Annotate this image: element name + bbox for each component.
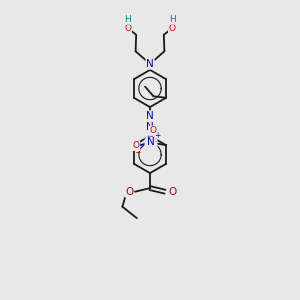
Text: H: H <box>124 15 130 24</box>
Text: O: O <box>169 24 176 33</box>
Text: −: − <box>134 148 140 157</box>
Text: O: O <box>149 126 156 135</box>
Text: O: O <box>125 187 133 197</box>
Text: N: N <box>146 59 154 69</box>
Text: O: O <box>168 187 176 197</box>
Text: O: O <box>133 141 140 150</box>
Text: N: N <box>146 122 154 132</box>
Text: Br: Br <box>145 139 157 149</box>
Text: +: + <box>154 131 160 140</box>
Text: H: H <box>169 15 176 24</box>
Text: N: N <box>146 111 154 121</box>
Text: N: N <box>147 137 154 147</box>
Text: O: O <box>124 24 131 33</box>
